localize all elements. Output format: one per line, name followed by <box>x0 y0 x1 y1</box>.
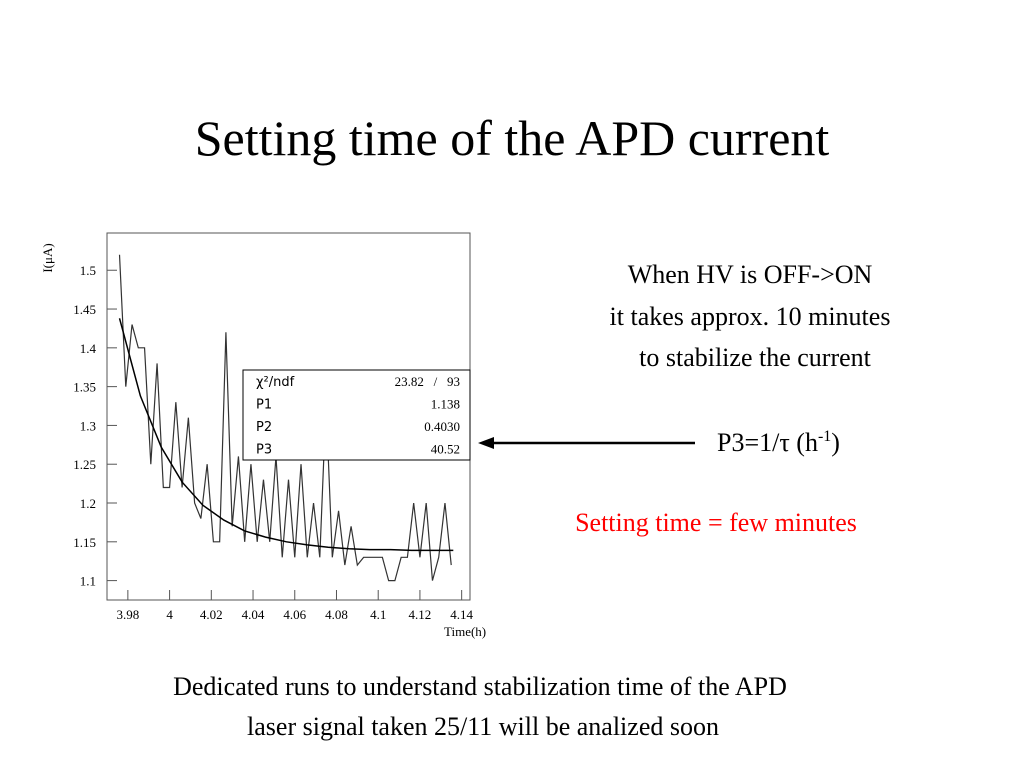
note-line: When HV is OFF->ON <box>628 260 873 289</box>
x-tick-label: 3.98 <box>116 607 139 622</box>
y-tick-label: 1.45 <box>73 302 96 317</box>
note-line: to stabilize the current <box>639 343 872 372</box>
y-tick-label: 1.35 <box>73 380 96 395</box>
stats-box <box>242 369 471 461</box>
note-line: it takes approx. 10 minutes <box>610 302 891 331</box>
y-tick-label: 1.2 <box>80 496 96 511</box>
series-line <box>118 318 454 552</box>
x-tick-label: 4.1 <box>370 607 386 622</box>
y-tick-label: 1.4 <box>80 341 97 356</box>
y-tick-label: 1.3 <box>80 418 96 433</box>
param: P3=1/τ (h <box>717 428 818 457</box>
x-tick-label: 4.14 <box>450 607 473 622</box>
stats-value: 0.4030 <box>424 419 460 434</box>
x-tick-label: 4 <box>166 607 173 622</box>
x-axis-label: Time(h) <box>444 624 486 639</box>
x-tick-label: 4.04 <box>242 607 265 622</box>
stats-label: P1 <box>256 398 272 413</box>
y-tick-label: 1.25 <box>73 457 96 472</box>
param-sup: -1 <box>818 428 831 445</box>
x-tick-label: 4.08 <box>325 607 348 622</box>
arrow-head <box>478 437 494 449</box>
y-tick-label: 1.5 <box>80 263 96 278</box>
stats-value: 1.138 <box>431 397 460 412</box>
param-text: P3=1/τ (h-1) <box>717 428 840 457</box>
series-line <box>118 254 452 582</box>
x-tick-label: 4.06 <box>283 607 306 622</box>
conclusion: Setting time = few minutes <box>575 508 857 537</box>
stats-value: 40.52 <box>431 442 460 457</box>
footer-line: laser signal taken 25/11 will be analize… <box>247 712 719 741</box>
y-tick-label: 1.15 <box>73 535 96 550</box>
stats-label: P3 <box>256 443 272 458</box>
x-tick-label: 4.02 <box>200 607 223 622</box>
x-tick-label: 4.12 <box>409 607 432 622</box>
y-tick-label: 1.1 <box>80 574 96 589</box>
y-axis-label: I(μA) <box>40 243 55 272</box>
stats-value: 23.82 / 93 <box>395 374 460 389</box>
stats-label: χ²/ndf <box>256 375 295 390</box>
stats-label: P2 <box>256 420 272 435</box>
footer-line: Dedicated runs to understand stabilizati… <box>173 672 787 701</box>
param: ) <box>831 428 840 457</box>
slide-title: Setting time of the APD current <box>195 110 830 166</box>
